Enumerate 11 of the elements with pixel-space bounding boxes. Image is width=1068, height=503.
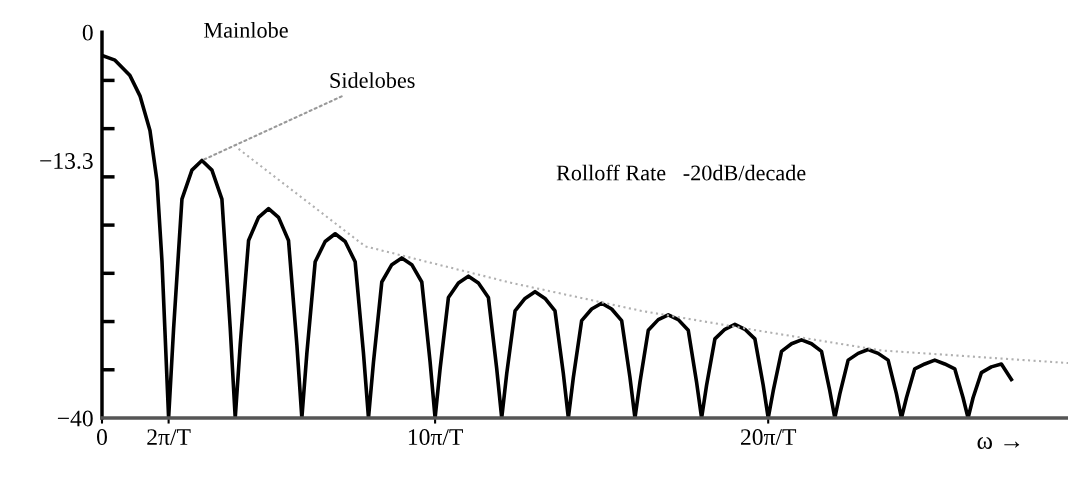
x-tick-label: 0: [96, 429, 107, 446]
annotation: Sidelobes: [330, 72, 415, 88]
annotation: Rolloff Rate -20dB/decade: [556, 164, 806, 181]
x-tick-label: 2π/T: [147, 429, 191, 446]
annotation: Mainlobe: [204, 22, 288, 38]
y-tick-label: −13.3: [40, 153, 93, 169]
x-tick-label: 10π/T: [408, 429, 463, 446]
x-tick-label: 20π/T: [740, 429, 797, 446]
y-tick-label: 0: [82, 24, 93, 41]
x-axis-title: ω →: [977, 437, 1020, 450]
y-tick-label: −40: [57, 410, 93, 427]
